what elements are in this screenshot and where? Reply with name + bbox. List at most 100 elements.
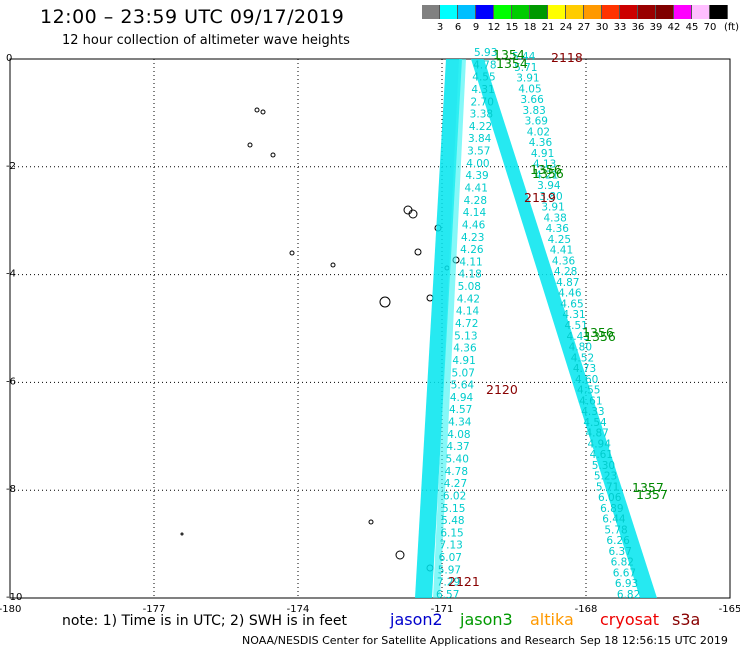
swh-value-label: 4.80 (569, 342, 592, 354)
swh-value-label: 4.55 (472, 72, 495, 84)
scale-swatch (656, 5, 674, 19)
scale-swatch (710, 5, 728, 19)
swh-value-label: 4.31 (471, 84, 494, 96)
pass-number-label: 1356 (582, 325, 614, 340)
swh-value-label: 4.78 (445, 466, 468, 478)
scale-swatch (638, 5, 656, 19)
scale-unit: (ft) (724, 22, 740, 33)
scale-swatch (530, 5, 548, 19)
swh-value-label: 4.42 (457, 293, 480, 305)
swh-value-label: 4.94 (588, 438, 612, 450)
scale-label: 30 (595, 22, 609, 33)
pass-number-label: 1356 (530, 162, 562, 177)
swh-value-label: 3.84 (468, 133, 492, 145)
axis-tick-labels: -180 -177 -174 -171 -168 -165 0 -2 -4 -6 -8 -10 (0, 53, 740, 615)
x-tick-label: -180 (0, 604, 21, 615)
swh-value-label: 4.08 (447, 429, 470, 441)
pass-number-label: 1354 (496, 56, 528, 71)
swh-value-label: 4.54 (583, 417, 607, 429)
island-outline (254, 107, 260, 113)
swh-value-label: 6.15 (440, 527, 463, 539)
swh-value-label: 5.71 (596, 481, 619, 493)
scale-label: 33 (613, 22, 627, 33)
island-outline (426, 294, 434, 302)
satellite-swaths (415, 59, 657, 598)
swh-value-label: 5.44 (512, 51, 536, 63)
scale-label: 27 (577, 22, 591, 33)
swh-value-label: 6.26 (606, 535, 630, 547)
scale-swatch (494, 5, 512, 19)
swh-value-label: 6.02 (443, 490, 466, 502)
scale-swatch (476, 5, 494, 19)
swh-value-label: 5.97 (438, 564, 461, 576)
swh-value-label: 3.94 (537, 180, 561, 192)
swh-value-label: 4.60 (575, 374, 598, 386)
island-outline (260, 109, 266, 115)
satellite-legend-cryosat: cryosat (600, 610, 660, 629)
swh-value-label: 4.36 (529, 137, 553, 149)
swh-value-label: 3.91 (541, 202, 564, 214)
swh-value-label: 4.72 (455, 318, 478, 330)
scale-label: 21 (541, 22, 555, 33)
swh-value-label: 4.46 (558, 288, 582, 300)
swh-value-label: 4.37 (446, 441, 469, 453)
y-tick-label: -2 (6, 161, 16, 172)
island-outline (408, 209, 418, 219)
swh-value-label: 5.78 (604, 524, 627, 536)
cryosat-swath (415, 59, 462, 598)
swh-value-label: 4.22 (469, 121, 492, 133)
y-tick-label: -10 (6, 592, 22, 603)
jason3-swath (471, 59, 657, 598)
swh-value-label: 6.82 (617, 589, 640, 601)
swh-value-label: 4.05 (518, 83, 541, 95)
swh-value-label: 4.43 (567, 331, 590, 343)
pass-number-label: 2120 (486, 382, 518, 397)
swh-value-label: 6.57 (436, 589, 459, 601)
swh-value-label: 4.31 (562, 309, 585, 321)
x-tick-label: -171 (431, 604, 454, 615)
pass-number-label: 1356 (584, 329, 616, 344)
swh-value-label: 4.94 (450, 392, 474, 404)
swh-value-label: 3.66 (520, 94, 544, 106)
swh-value-label: 6.89 (600, 503, 623, 515)
swh-value-label: 4.27 (444, 478, 467, 490)
swh-value-label: 4.36 (552, 255, 576, 267)
scale-swatch (458, 5, 476, 19)
island-outline (368, 519, 374, 525)
swh-value-label: 4.41 (465, 183, 488, 195)
scale-label: 36 (631, 22, 645, 33)
map-frame (9, 58, 731, 599)
swh-value-label: 5.71 (514, 62, 537, 74)
scale-swatch (566, 5, 584, 19)
swh-value-label: 4.39 (465, 170, 488, 182)
island-outline (379, 296, 391, 308)
map-title: 12:00 – 23:59 UTC 09/17/2019 (40, 6, 345, 28)
island-outline (414, 248, 422, 256)
x-tick-label: -168 (575, 604, 598, 615)
swh-value-label: 3.38 (470, 109, 493, 121)
pass-number-label: 2119 (524, 190, 556, 205)
pass-number-label: 1356 (532, 166, 564, 181)
swh-value-label: 4.36 (453, 343, 477, 355)
swh-value-label: 5.48 (441, 515, 464, 527)
x-tick-label: -174 (287, 604, 310, 615)
island-outline (330, 262, 336, 268)
swh-value-label: 5.64 (451, 380, 475, 392)
pass-number-label: 1354 (493, 47, 525, 62)
swh-value-label: 4.46 (462, 219, 486, 231)
swh-value-label: 6.67 (613, 567, 636, 579)
island-outline (270, 152, 276, 158)
swh-value-label: 4.36 (546, 223, 570, 235)
swh-value-label: 6.44 (602, 514, 626, 526)
swh-value-label: 7.13 (439, 540, 462, 552)
swh-value-label: 5.40 (446, 454, 469, 466)
swh-value-label: 4.87 (585, 428, 608, 440)
swh-value-label: 4.23 (461, 232, 484, 244)
swh-value-label: 7.29 (437, 577, 460, 589)
swh-value-label: 4.21 (535, 169, 558, 181)
scale-swatch (422, 5, 440, 19)
island-outline (395, 550, 405, 560)
scale-swatch (584, 5, 602, 19)
scale-label: 6 (454, 22, 462, 33)
